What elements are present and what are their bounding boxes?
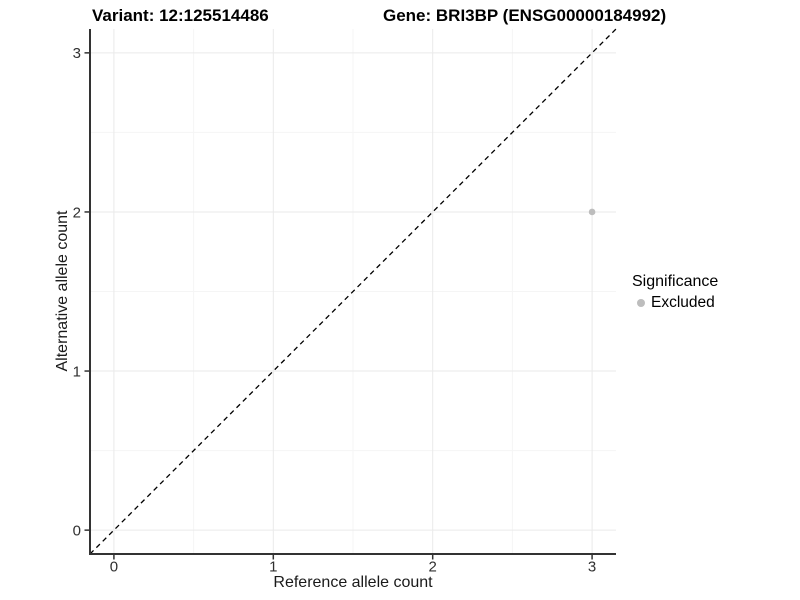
y-tick-label: 2 (73, 204, 81, 221)
legend-item-label: Excluded (651, 294, 715, 311)
legend-item-excluded: Excluded (632, 294, 718, 312)
x-axis-label: Reference allele count (273, 574, 433, 591)
x-tick-label: 0 (110, 559, 118, 576)
y-tick-label: 3 (73, 45, 81, 62)
x-tick-label: 3 (588, 559, 596, 576)
data-point-excluded (588, 208, 596, 216)
y-tick-label: 0 (73, 522, 81, 539)
legend-title: Significance (632, 273, 719, 290)
variant-title: Variant: 12:125514486 (92, 6, 269, 25)
y-tick-label: 1 (73, 363, 81, 380)
y-axis-label: Alternative allele count (54, 210, 71, 372)
legend: Significance Excluded (632, 273, 718, 312)
identity-line (89, 28, 617, 555)
legend-dot-icon (637, 299, 645, 307)
gene-title: Gene: BRI3BP (ENSG00000184992) (383, 6, 667, 25)
x-tick-label: 2 (429, 559, 437, 576)
x-tick-label: 1 (269, 559, 277, 576)
